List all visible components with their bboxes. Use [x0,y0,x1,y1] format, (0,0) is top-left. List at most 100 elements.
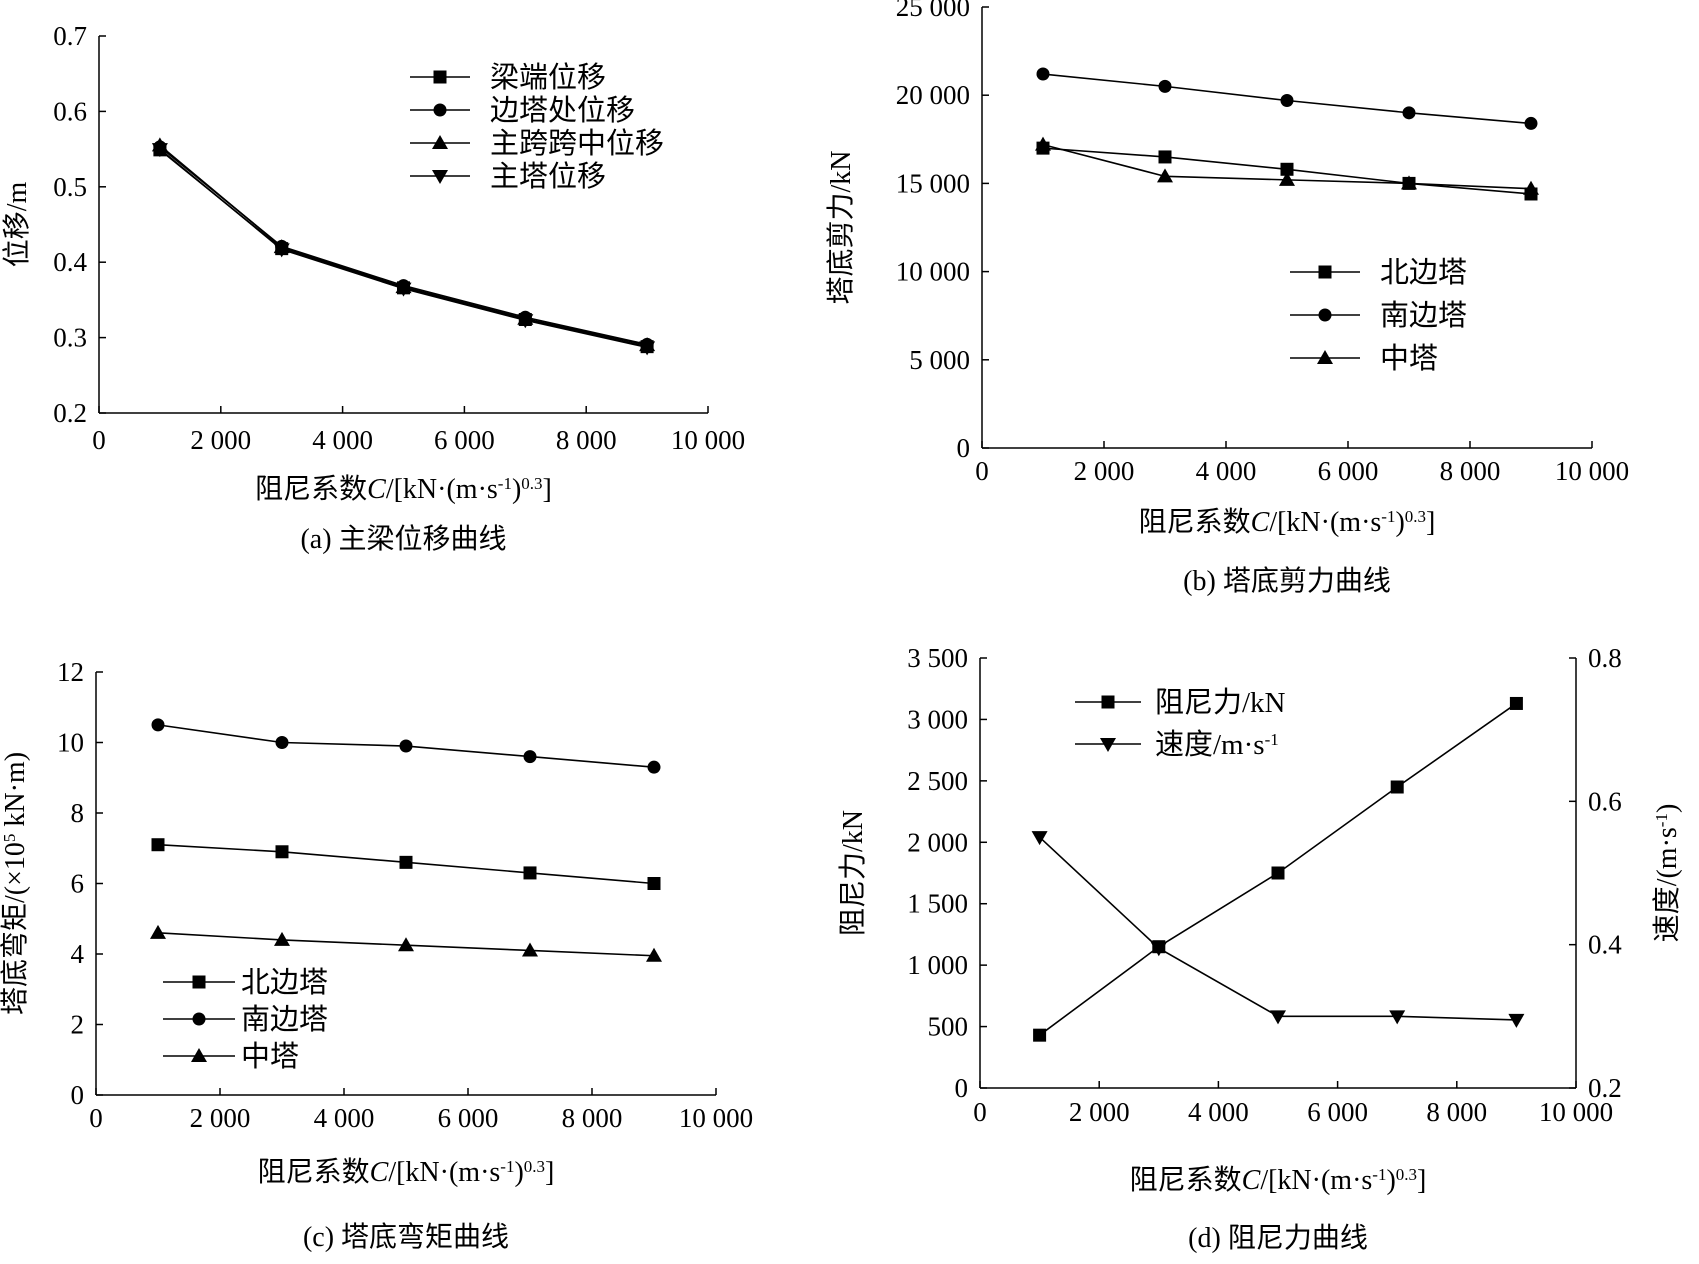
legend-label-text: 阻尼力/kN [1155,686,1286,719]
x-axis-label-end: ] [543,474,552,505]
panel-caption: (a) 主梁位移曲线 [300,523,506,555]
x-axis-label-unit: /[kN·(m·s [1260,1165,1372,1196]
y-tick-label: 0 [71,1080,85,1110]
y-tick-label: 5 000 [909,345,970,375]
data-point [1271,866,1285,880]
y-tick-label: 8 [71,798,85,828]
legend-marker [191,1048,207,1062]
data-point [151,838,165,852]
data-point [1158,150,1172,164]
legend-marker [432,170,448,184]
legend-marker [433,103,447,117]
x-axis-label-end: ] [545,1157,554,1188]
x-axis-label-close: ) [512,474,521,505]
legend-label: 南边塔 [1380,299,1467,332]
x-tick-label: 4 000 [314,1103,375,1133]
data-point [646,947,662,962]
panel-a-displacement-chart: 0 2 000 4 000 6 000 8 000 10 000 0.2 0.3 0.4 0.5 0… [1,21,745,555]
x-tick-label: 2 000 [1069,1097,1130,1127]
panel-d-damping-force-chart: 0 2 000 4 000 6 000 8 000 10 000 0 500 1 000 1 50… [837,643,1683,1254]
data-point [1523,180,1539,195]
legend-marker [432,135,448,149]
data-point [151,143,168,158]
x-axis-label-sup: -1 [1381,507,1395,526]
panel-caption: (d) 阻尼力曲线 [1188,1222,1368,1254]
legend-marker [1318,308,1332,322]
data-point [1035,136,1051,151]
legend-marker [192,975,206,989]
y-axis-right-label-sup: -1 [1652,813,1671,827]
panel-caption: (b) 塔底剪力曲线 [1183,565,1391,597]
x-tick-label: 0 [973,1097,987,1127]
legend-label-text: 主跨跨中位移 [490,127,664,160]
legend-label: 阻尼力/kN [1155,686,1286,719]
x-axis-label-close: ) [1395,507,1404,538]
x-tick-label: 0 [92,425,106,455]
y-right-tick-label: 0.6 [1588,786,1622,816]
x-tick-label: 2 000 [190,1103,251,1133]
y-tick-label: 0.2 [53,398,87,428]
legend-label-text: 边塔处位移 [490,94,635,127]
y-tick-label: 2 [71,1010,85,1040]
y-tick-label: 10 [57,728,84,758]
y-axis-right-label-close: ) [1652,804,1683,813]
x-axis-label: 阻尼系数C/[kN·(m·s-1)0.3] [255,473,552,505]
y-tick-label: 15 000 [896,168,970,198]
data-point [395,282,412,297]
legend-label: 速度/m·s-1 [1155,728,1279,761]
x-tick-label: 8 000 [562,1103,623,1133]
legend-label-sup: -1 [1265,730,1279,749]
legend-marker [1317,350,1333,364]
data-point [517,314,534,329]
x-tick-label: 8 000 [1440,456,1501,486]
x-tick-label: 10 000 [1539,1097,1613,1127]
legend-label: 中塔 [241,1040,299,1073]
x-axis-label-end: ] [1426,507,1435,538]
data-point [275,736,289,749]
data-point [399,855,413,869]
data-point [1033,1028,1047,1042]
legend-label-text: 中塔 [1380,342,1438,375]
y-tick-label: 6 [71,869,85,899]
data-point [1402,106,1416,120]
x-axis-label-var: C [1251,507,1270,538]
y-tick-label: 10 000 [896,257,970,287]
x-tick-label: 10 000 [671,425,745,455]
legend-label: 主跨跨中位移 [490,127,664,160]
y-axis-label: 塔底弯矩/(×105 kN·m) [0,752,31,1015]
y-axis-right-label: 速度/(m·s-1) [1651,804,1683,943]
y-axis-right-label-text: 速度/(m·s [1651,827,1683,942]
x-axis-label-sup: 0.3 [524,1157,545,1176]
data-point [1157,168,1173,183]
y-tick-label: 500 [928,1012,969,1042]
x-tick-label: 8 000 [556,425,617,455]
data-point [151,718,165,732]
x-axis-label-sup: 0.3 [1405,507,1426,526]
y-axis-label-text: 塔底弯矩/(×10 [0,842,31,1015]
x-axis-label-unit: /[kN·(m·s [386,474,498,505]
data-point [522,942,538,957]
y-tick-label: 0.4 [53,247,87,277]
legend-marker [192,1012,206,1026]
x-axis-label-text: 阻尼系数 [1139,506,1251,538]
y-tick-label: 3 000 [907,704,968,734]
y-tick-label: 0.3 [53,323,87,353]
panel-b-shear-chart: 0 2 000 4 000 6 000 8 000 10 000 0 5 000 10 000 1… [825,0,1629,597]
data-point [1508,1013,1525,1028]
x-axis-label-unit: /[kN·(m·s [1269,507,1381,538]
y-tick-label: 20 000 [896,80,970,110]
x-tick-label: 4 000 [312,425,373,455]
series-line-1 [1039,836,1517,1021]
x-tick-label: 8 000 [1426,1097,1487,1127]
data-point [639,341,656,356]
data-point [1509,696,1523,710]
x-axis-label-text: 阻尼系数 [255,473,367,505]
data-point [1524,116,1538,130]
y-tick-label: 0.6 [53,96,87,126]
data-point [647,877,661,890]
data-point [398,937,414,952]
y-tick-label: 2 500 [907,766,968,796]
legend-label: 边塔处位移 [490,94,635,127]
legend-label-text: 北边塔 [1380,256,1467,289]
panel-c-moment-chart: 0 2 000 4 000 6 000 8 000 10 000 0 2 4 6 8 10 12 阻尼系数… [0,657,753,1253]
